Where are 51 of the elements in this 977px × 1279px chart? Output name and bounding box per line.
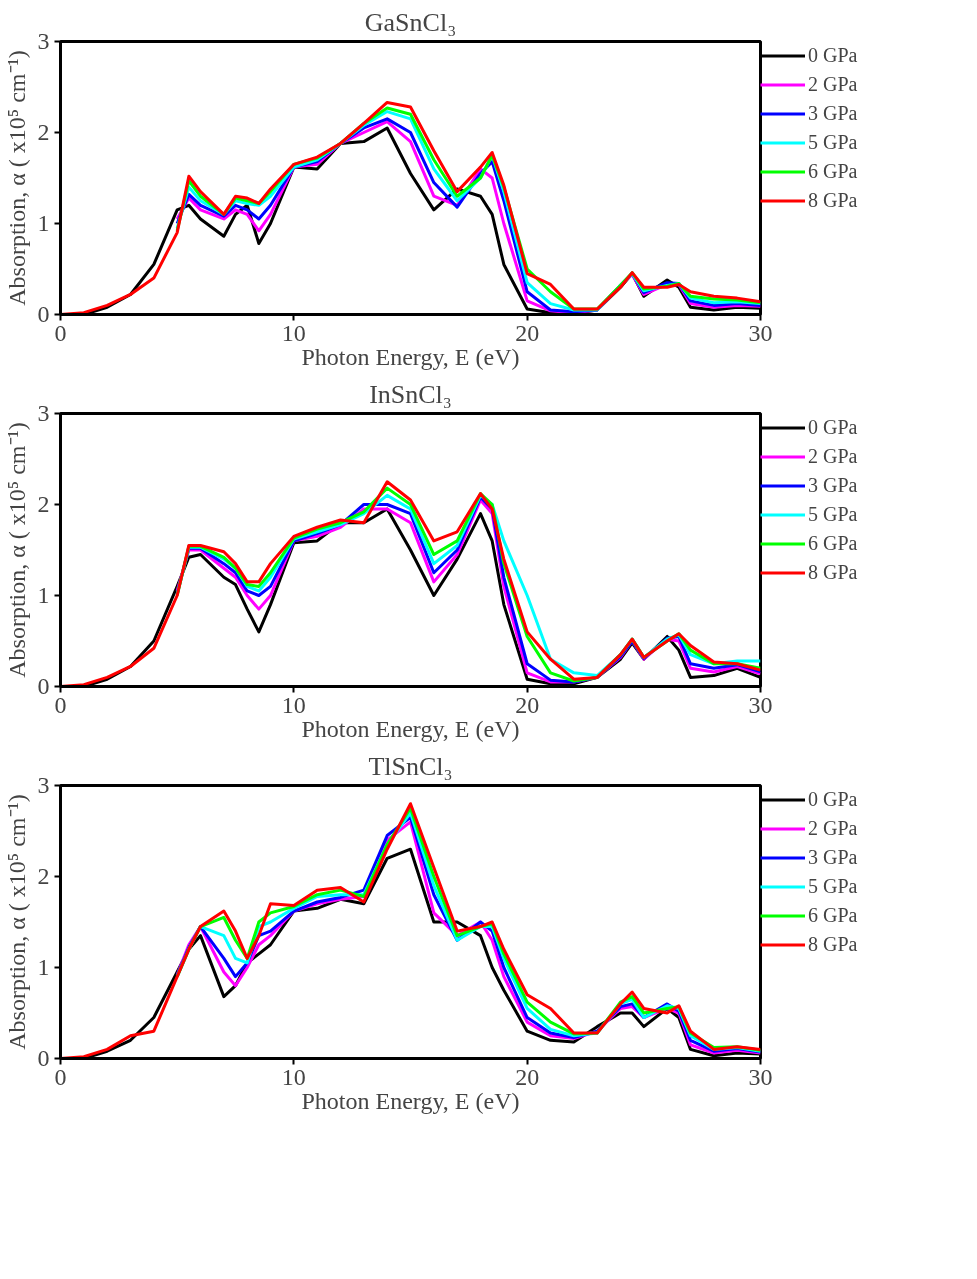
legend-label: 6 GPa: [808, 159, 858, 184]
legend-label: 2 GPa: [808, 72, 858, 97]
legend-label: 0 GPa: [808, 787, 858, 812]
y-tick-label: 1: [37, 582, 50, 608]
y-axis-title: Absorption, α ( x10⁵ cm⁻¹): [3, 50, 30, 306]
legend-label: 8 GPa: [808, 188, 858, 213]
x-tick-label: 10: [281, 691, 306, 718]
legend-label: 2 GPa: [808, 816, 858, 841]
legend-label: 3 GPa: [808, 473, 858, 498]
legend-label: 6 GPa: [808, 903, 858, 928]
x-tick-label: 10: [281, 319, 306, 346]
legend-label: 3 GPa: [808, 101, 858, 126]
x-axis-title: Photon Energy, E (eV): [301, 715, 520, 742]
chart-title: GaSnCl₃: [364, 7, 457, 37]
y-tick-label: 2: [37, 119, 50, 145]
x-axis-title: Photon Energy, E (eV): [301, 343, 520, 370]
x-tick-label: 10: [281, 1063, 306, 1090]
x-tick-label: 20: [515, 319, 540, 346]
y-tick-label: 0: [37, 1045, 50, 1071]
x-tick-label: 0: [54, 319, 67, 346]
y-tick-label: 3: [37, 400, 50, 426]
chart-title: InSnCl₃: [369, 379, 452, 409]
legend-label: 8 GPa: [808, 560, 858, 585]
y-axis-title: Absorption, α ( x10⁵ cm⁻¹): [3, 422, 30, 678]
y-tick-label: 2: [37, 491, 50, 517]
y-tick-label: 3: [37, 772, 50, 798]
y-axis-title: Absorption, α ( x10⁵ cm⁻¹): [3, 794, 30, 1050]
legend-label: 5 GPa: [808, 130, 858, 155]
x-tick-label: 0: [54, 1063, 67, 1090]
y-tick-label: 0: [37, 301, 50, 327]
legend-label: 0 GPa: [808, 415, 858, 440]
y-tick-label: 3: [37, 28, 50, 54]
x-tick-label: 20: [515, 1063, 540, 1090]
y-tick-label: 0: [37, 673, 50, 699]
legend-label: 2 GPa: [808, 444, 858, 469]
legend-label: 3 GPa: [808, 845, 858, 870]
x-tick-label: 30: [748, 691, 773, 718]
x-tick-label: 30: [748, 319, 773, 346]
legend-label: 5 GPa: [808, 874, 858, 899]
legend-label: 6 GPa: [808, 531, 858, 556]
chart-title: TlSnCl₃: [368, 751, 453, 781]
x-tick-label: 0: [54, 691, 67, 718]
x-tick-label: 20: [515, 691, 540, 718]
y-tick-label: 2: [37, 863, 50, 889]
y-tick-label: 1: [37, 210, 50, 236]
x-axis-title: Photon Energy, E (eV): [301, 1087, 520, 1114]
x-tick-label: 30: [748, 1063, 773, 1090]
legend-label: 5 GPa: [808, 502, 858, 527]
legend-label: 0 GPa: [808, 43, 858, 68]
y-tick-label: 1: [37, 954, 50, 980]
legend-label: 8 GPa: [808, 932, 858, 957]
